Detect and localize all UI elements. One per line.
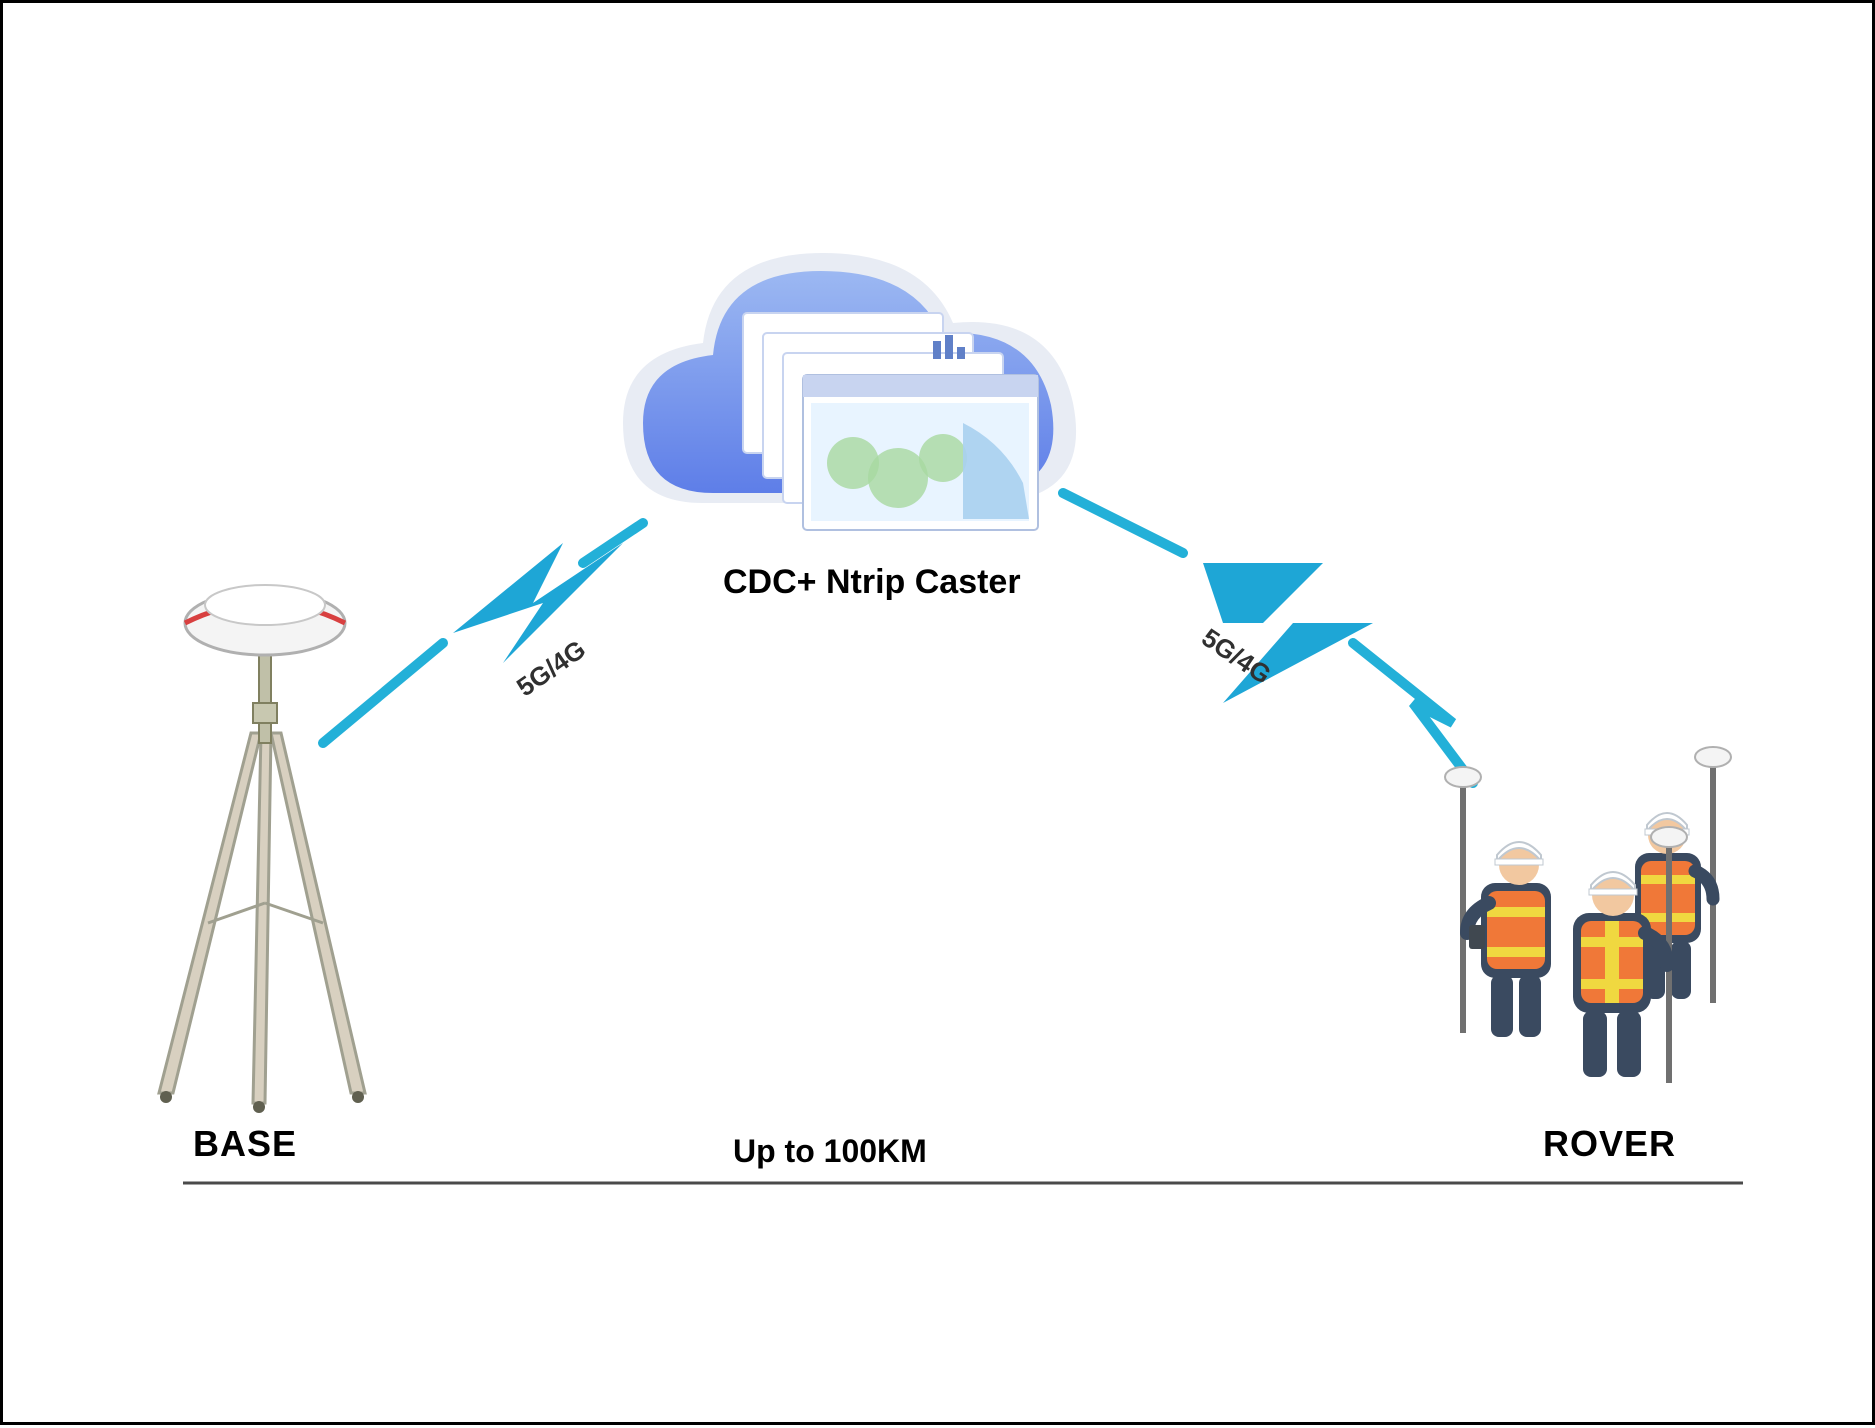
bolt-left-icon: [453, 543, 623, 663]
cloud-icon: [623, 253, 1076, 530]
signal-right-line: [1063, 493, 1473, 783]
base-label: BASE: [193, 1123, 297, 1165]
base-station-icon: [159, 585, 365, 1113]
rover-workers-icon: [1445, 747, 1731, 1083]
cloud-label: CDC+ Ntrip Caster: [723, 563, 1021, 602]
distance-label: Up to 100KM: [733, 1133, 927, 1170]
signal-left-line: [323, 523, 643, 743]
diagram-canvas: CDC+ Ntrip Caster BASE ROVER Up to 100KM…: [0, 0, 1875, 1425]
diagram-svg: [3, 3, 1875, 1428]
rover-label: ROVER: [1543, 1123, 1676, 1165]
